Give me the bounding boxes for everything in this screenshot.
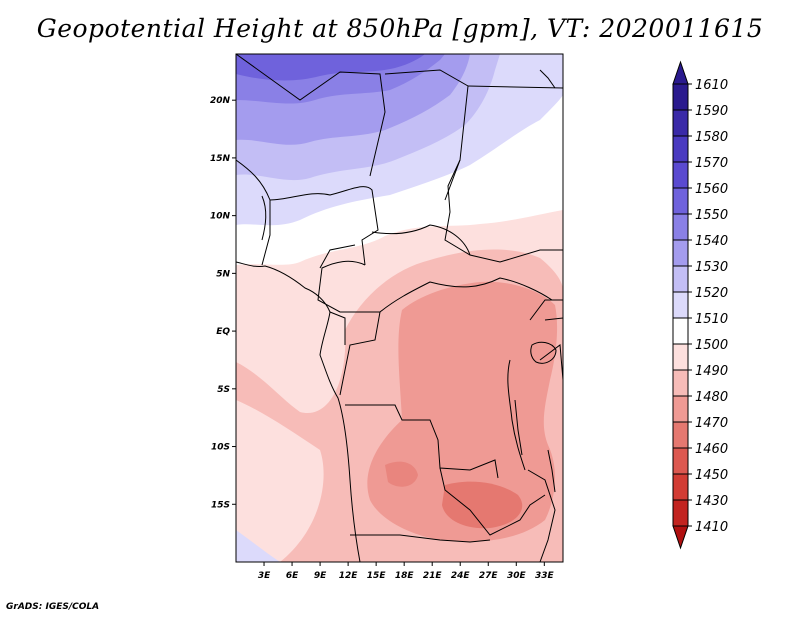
colorbar-label: 1530 bbox=[695, 260, 728, 275]
colorbar-label: 1460 bbox=[695, 442, 728, 457]
plot-frame bbox=[235, 53, 564, 563]
lake-malawi bbox=[547, 449, 556, 493]
colorbar-label: 1590 bbox=[695, 104, 728, 119]
coast-red-sea bbox=[539, 69, 556, 89]
colorbar-label: 1410 bbox=[695, 520, 728, 535]
colorbar-swatch bbox=[672, 369, 689, 397]
lon-tick-label: 6E bbox=[286, 571, 299, 581]
colorbar-swatch bbox=[672, 421, 689, 449]
longitude-axis: 3E 6E 9E 12E 15E 18E 21E 24E 27E 30E 33E bbox=[258, 562, 555, 581]
lon-tick-label: 24E bbox=[451, 571, 471, 581]
border-car bbox=[371, 224, 471, 256]
lon-tick-label: 30E bbox=[507, 571, 527, 581]
border-uganda bbox=[529, 299, 563, 321]
border-sudan bbox=[444, 159, 563, 263]
border-tanzania bbox=[539, 344, 563, 381]
colorbar-swatch bbox=[672, 343, 689, 371]
field-band-sw bbox=[236, 530, 280, 562]
border-angola-namibia bbox=[350, 534, 491, 543]
border-kenya bbox=[544, 317, 563, 321]
field-band-1470b bbox=[385, 461, 418, 487]
colorbar-swatch bbox=[672, 109, 689, 137]
colorbar-swatch bbox=[672, 317, 689, 345]
border-mozambique bbox=[527, 469, 556, 562]
lon-tick-label: 18E bbox=[395, 571, 415, 581]
colorbar-swatch bbox=[672, 499, 689, 527]
border-mali-niger bbox=[236, 54, 386, 177]
border-gabon bbox=[329, 311, 346, 345]
lat-tick-label: 10N bbox=[210, 212, 231, 222]
colorbar-label: 1520 bbox=[695, 286, 728, 301]
colorbar-top-arrow bbox=[672, 60, 689, 85]
colorbar-label: 1500 bbox=[695, 338, 728, 353]
lat-tick-label: EQ bbox=[216, 327, 230, 337]
colorbar-label: 1560 bbox=[695, 182, 728, 197]
field-band-1470 bbox=[442, 481, 523, 529]
colorbar-swatch bbox=[672, 161, 689, 189]
lon-tick-label: 15E bbox=[367, 571, 387, 581]
colorbar-label: 1480 bbox=[695, 390, 728, 405]
colorbar-swatch bbox=[672, 395, 689, 423]
border-libya bbox=[467, 85, 563, 89]
border-east-lakes bbox=[507, 359, 526, 471]
lon-tick-label: 27E bbox=[479, 571, 499, 581]
coastline-west-africa bbox=[236, 261, 361, 562]
lon-tick-label: 33E bbox=[535, 571, 555, 581]
lon-tick-label: 12E bbox=[339, 571, 359, 581]
colorbar: 1610 1590 1580 1570 1560 1550 1540 1530 1520 1510… bbox=[672, 60, 728, 550]
border-drc-angola bbox=[345, 404, 499, 479]
colorbar-swatch bbox=[672, 187, 689, 215]
colorbar-label: 1470 bbox=[695, 416, 728, 431]
lake-victoria bbox=[530, 341, 557, 364]
colorbar-swatch bbox=[672, 473, 689, 501]
border-congo-drc bbox=[379, 277, 553, 313]
page-title: Geopotential Height at 850hPa [gpm], VT:… bbox=[36, 14, 764, 43]
colorbar-bottom-arrow bbox=[672, 525, 689, 550]
river-niger bbox=[261, 195, 267, 241]
colorbar-label: 1570 bbox=[695, 156, 728, 171]
colorbar-label: 1430 bbox=[695, 494, 728, 509]
colorbar-swatch bbox=[672, 265, 689, 293]
border-sahel-b bbox=[269, 186, 379, 266]
height-field bbox=[236, 54, 563, 562]
lon-tick-label: 9E bbox=[314, 571, 327, 581]
colorbar-label: 1490 bbox=[695, 364, 728, 379]
border-zambia bbox=[439, 467, 546, 536]
colorbar-swatch bbox=[672, 213, 689, 241]
colorbar-swatch bbox=[672, 83, 689, 111]
colorbar-swatch bbox=[672, 447, 689, 475]
colorbar-label: 1610 bbox=[695, 78, 728, 93]
border-cameroon bbox=[317, 260, 381, 396]
lat-tick-label: 15S bbox=[211, 500, 230, 510]
colorbar-label: 1510 bbox=[695, 312, 728, 327]
lat-tick-label: 5N bbox=[216, 269, 230, 279]
colorbar-label: 1540 bbox=[695, 234, 728, 249]
colorbar-swatch bbox=[672, 239, 689, 267]
colorbar-label: 1580 bbox=[695, 130, 728, 145]
lon-tick-label: 21E bbox=[423, 571, 443, 581]
colorbar-label: 1450 bbox=[695, 468, 728, 483]
colorbar-swatch bbox=[672, 135, 689, 163]
colorbar-label: 1550 bbox=[695, 208, 728, 223]
lat-tick-label: 10S bbox=[211, 443, 230, 453]
field-band-1560 bbox=[236, 54, 425, 81]
lat-tick-label: 15N bbox=[210, 154, 231, 164]
lat-tick-label: 20N bbox=[210, 96, 231, 106]
lat-tick-label: 5S bbox=[217, 385, 230, 395]
borders bbox=[236, 54, 563, 562]
latitude-axis: 20N 15N 10N 5N EQ 5S 10S 15S bbox=[210, 96, 236, 510]
grads-credit: GrADS: IGES/COLA bbox=[6, 602, 100, 612]
lake-tanganyika bbox=[514, 399, 523, 456]
colorbar-swatch bbox=[672, 291, 689, 319]
lon-tick-label: 3E bbox=[258, 571, 271, 581]
border-nigeria-a bbox=[319, 244, 356, 269]
